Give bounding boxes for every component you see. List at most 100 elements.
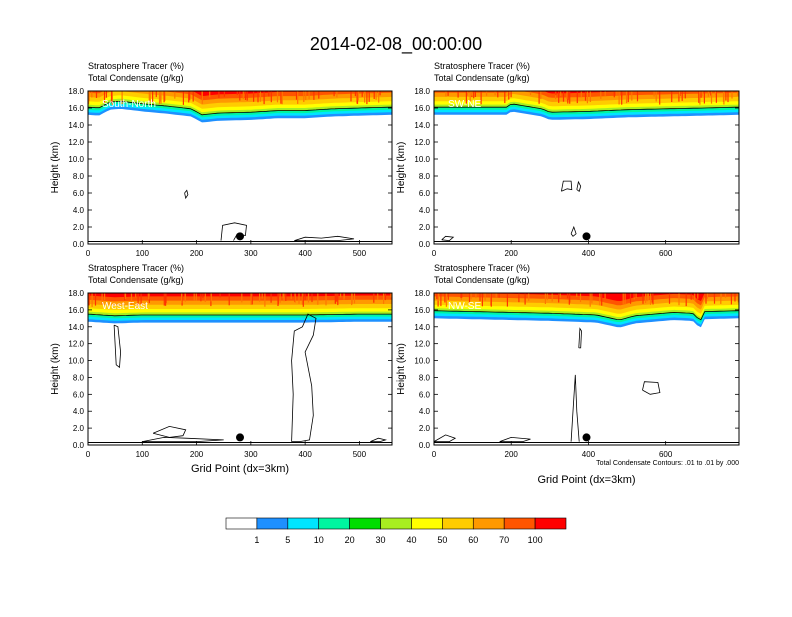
- tracer-streak: [337, 293, 339, 306]
- colorbar-label: 30: [376, 535, 386, 545]
- tracer-streak: [202, 293, 204, 298]
- tracer-streak: [699, 91, 701, 105]
- tracer-streak: [192, 91, 194, 102]
- tracer-streak: [354, 91, 356, 97]
- panel-label: NW-SE: [448, 301, 481, 312]
- tracer-streak: [303, 91, 305, 102]
- tracer-streak: [158, 91, 161, 105]
- tracer-streak: [484, 293, 486, 301]
- tracer-streak: [281, 91, 283, 105]
- tracer-streak: [647, 293, 649, 300]
- tracer-streak: [558, 293, 560, 303]
- tracer-streak: [184, 293, 186, 300]
- x-tick-label: 500: [353, 249, 367, 258]
- condensate-contour: [570, 374, 580, 442]
- tracer-streak: [470, 293, 472, 300]
- tracer-streak: [697, 293, 699, 299]
- tracer-streak: [236, 91, 238, 95]
- reference-line: [434, 103, 739, 113]
- tracer-streak: [268, 91, 270, 97]
- x-tick-label: 0: [432, 450, 437, 459]
- colorbar-swatch: [287, 517, 320, 530]
- tracer-streak: [357, 91, 359, 101]
- y-axis-title: Height (km): [50, 142, 61, 194]
- tracer-streak: [601, 293, 603, 306]
- y-tick-label: 0.0: [419, 240, 431, 249]
- y-tick-label: 4.0: [73, 407, 85, 416]
- tracer-streak: [715, 91, 717, 103]
- condensate-contour: [113, 324, 122, 369]
- condensate-contour: [642, 381, 661, 395]
- y-tick-label: 14.0: [414, 121, 430, 130]
- tracer-streak: [257, 91, 259, 103]
- plot-frame: [87, 90, 393, 245]
- tracer-streak: [659, 91, 661, 105]
- tracer-streak: [652, 293, 654, 305]
- tracer-streak: [193, 293, 195, 301]
- tracer-streak: [290, 293, 292, 300]
- x-tick-label: 0: [432, 249, 437, 258]
- x-tick-label: 300: [244, 450, 258, 459]
- tracer-streak: [710, 91, 713, 104]
- tracer-streak: [703, 91, 705, 104]
- panel-nw-se: NW-SE Stratosphere Tracer (%) Total Conden…: [396, 263, 740, 486]
- tracer-streak: [569, 293, 571, 303]
- tracer-streak: [551, 293, 553, 302]
- tracer-streak: [311, 293, 313, 303]
- reference-line: [434, 310, 739, 321]
- tracer-streak: [636, 91, 639, 102]
- tracer-streak: [242, 91, 244, 100]
- tracer-streak: [457, 91, 459, 98]
- tracer-streak: [336, 293, 338, 302]
- tracer-streak: [600, 91, 602, 99]
- tracer-streak: [101, 293, 103, 305]
- x-tick-label: 200: [190, 450, 204, 459]
- tracer-streak: [204, 293, 206, 302]
- tracer-streak: [506, 293, 508, 307]
- tracer-streak: [629, 293, 632, 304]
- tracer-streak: [88, 293, 90, 306]
- y-tick-label: 16.0: [414, 104, 430, 113]
- tracer-streak: [473, 91, 475, 99]
- tracer-streak: [159, 91, 161, 102]
- contour-note: Total Condensate Contours: .01 to .01 by…: [596, 460, 739, 467]
- condensate-contour: [578, 327, 582, 349]
- tracer-streak: [244, 91, 247, 100]
- tracer-streak: [700, 91, 702, 98]
- tracer-streak: [445, 91, 447, 97]
- y-axis-title: Height (km): [396, 343, 407, 395]
- colorbar-label: 100: [528, 535, 543, 545]
- tracer-streak: [181, 293, 183, 304]
- location-marker: [236, 433, 244, 442]
- y-tick-label: 2.0: [73, 424, 85, 433]
- tracer-streak: [461, 293, 463, 298]
- x-axis-title: Grid Point (dx=3km): [191, 463, 289, 475]
- y-tick-label: 16.0: [414, 306, 430, 315]
- tracer-streak: [497, 91, 499, 98]
- y-tick-label: 12.0: [68, 138, 84, 147]
- tracer-streak: [135, 293, 137, 298]
- tracer-streak: [200, 293, 202, 302]
- x-tick-label: 0: [86, 249, 91, 258]
- y-tick-label: 18.0: [414, 87, 430, 96]
- condensate-contour: [184, 189, 189, 200]
- tracer-streak: [731, 91, 733, 99]
- tracer-streak: [633, 293, 636, 298]
- tracer-streak: [280, 91, 282, 104]
- tracer-streak: [635, 293, 637, 298]
- tracer-streak: [567, 91, 569, 100]
- y-tick-label: 6.0: [73, 390, 85, 399]
- y-tick-label: 8.0: [419, 373, 431, 382]
- tracer-streak: [544, 293, 546, 304]
- colorbar-swatch: [472, 517, 505, 530]
- tracer-streak: [616, 91, 618, 96]
- tracer-streak: [540, 91, 542, 100]
- y-tick-label: 18.0: [68, 87, 84, 96]
- panel-header-line: Total Condensate (g/kg): [88, 275, 184, 285]
- colorbar-swatch: [503, 517, 536, 530]
- tracer-streak: [720, 293, 722, 304]
- tracer-streak: [626, 91, 628, 104]
- tracer-streak: [710, 91, 712, 96]
- y-axis-title: Height (km): [50, 343, 61, 395]
